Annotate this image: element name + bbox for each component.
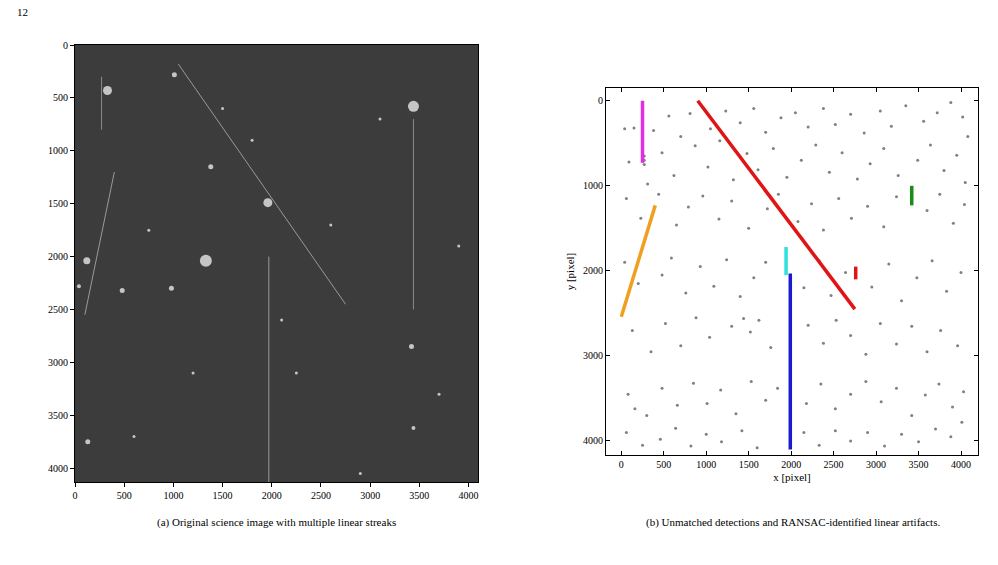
svg-text:1000: 1000 bbox=[696, 459, 716, 470]
svg-text:1500: 1500 bbox=[48, 198, 68, 209]
svg-text:(a) Original science image wit: (a) Original science image with multiple… bbox=[157, 516, 396, 529]
svg-text:4000: 4000 bbox=[459, 490, 479, 501]
svg-text:3000: 3000 bbox=[360, 490, 380, 501]
svg-text:3000: 3000 bbox=[48, 357, 68, 368]
svg-text:3500: 3500 bbox=[909, 459, 929, 470]
svg-text:0: 0 bbox=[63, 40, 68, 51]
svg-text:y [pixel]: y [pixel] bbox=[564, 253, 576, 291]
svg-text:4000: 4000 bbox=[48, 463, 68, 474]
svg-text:(b) Unmatched detections and R: (b) Unmatched detections and RANSAC-iden… bbox=[646, 516, 940, 529]
svg-text:2000: 2000 bbox=[48, 251, 68, 262]
svg-text:2000: 2000 bbox=[262, 490, 282, 501]
svg-text:3000: 3000 bbox=[866, 459, 886, 470]
svg-text:0: 0 bbox=[598, 95, 603, 106]
svg-text:2000: 2000 bbox=[781, 459, 801, 470]
svg-text:0: 0 bbox=[73, 490, 78, 501]
svg-text:2500: 2500 bbox=[311, 490, 331, 501]
svg-text:3000: 3000 bbox=[583, 350, 603, 361]
svg-text:2500: 2500 bbox=[824, 459, 844, 470]
svg-text:1500: 1500 bbox=[213, 490, 233, 501]
svg-text:3500: 3500 bbox=[48, 410, 68, 421]
svg-text:3500: 3500 bbox=[409, 490, 429, 501]
svg-text:2500: 2500 bbox=[48, 304, 68, 315]
svg-text:1000: 1000 bbox=[583, 180, 603, 191]
svg-text:500: 500 bbox=[53, 92, 68, 103]
svg-text:1000: 1000 bbox=[163, 490, 183, 501]
svg-text:2000: 2000 bbox=[583, 265, 603, 276]
svg-text:4000: 4000 bbox=[951, 459, 971, 470]
svg-text:1000: 1000 bbox=[48, 145, 68, 156]
svg-text:4000: 4000 bbox=[583, 435, 603, 446]
svg-text:1500: 1500 bbox=[739, 459, 759, 470]
svg-text:0: 0 bbox=[619, 459, 624, 470]
svg-text:x [pixel]: x [pixel] bbox=[773, 471, 811, 483]
svg-text:500: 500 bbox=[117, 490, 132, 501]
svg-text:12: 12 bbox=[17, 6, 28, 18]
svg-text:500: 500 bbox=[656, 459, 671, 470]
